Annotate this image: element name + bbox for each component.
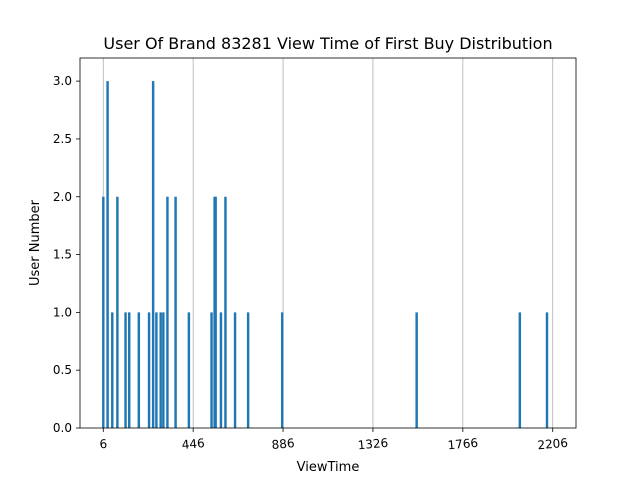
- y-axis-label: User Number: [28, 199, 43, 286]
- y-tick-label: 1.0: [53, 305, 72, 319]
- bar: [224, 196, 227, 428]
- bar: [102, 196, 105, 428]
- bar: [116, 196, 119, 428]
- bar: [545, 312, 549, 428]
- axes-frame: [79, 57, 577, 429]
- x-tick-label: 446: [181, 436, 205, 452]
- x-axis-ticks: 6 446 886 1326 1766 2206: [99, 428, 569, 452]
- y-tick-label: 2.5: [53, 132, 72, 146]
- y-tick-label: 3.0: [53, 74, 72, 88]
- bar: [518, 312, 522, 428]
- bar: [233, 312, 237, 428]
- y-tick-label: 2.0: [53, 190, 72, 204]
- bar: [166, 196, 169, 428]
- y-tick-label: 1.5: [53, 248, 72, 262]
- bar: [106, 81, 109, 428]
- bar: [137, 312, 141, 428]
- axes: [79, 57, 577, 429]
- x-tick-label: 2206: [537, 436, 569, 453]
- x-tick-label: 886: [271, 436, 295, 452]
- bar: [415, 312, 418, 428]
- bar: [246, 312, 250, 428]
- x-axis-label: ViewTime: [297, 460, 360, 475]
- bar: [210, 312, 213, 428]
- y-tick-label: 0.5: [53, 363, 72, 377]
- bar: [147, 312, 151, 428]
- bars: [102, 81, 549, 428]
- bar: [281, 312, 284, 428]
- bar: [124, 312, 127, 428]
- y-tick-label: 0.0: [53, 421, 72, 435]
- x-tick-label: 1326: [357, 436, 389, 453]
- chart-title: User Of Brand 83281 View Time of First B…: [103, 34, 552, 53]
- y-axis-ticks: 0.0 0.5 1.0 1.5 2.0 2.5 3.0: [53, 74, 80, 435]
- bar: [159, 312, 162, 428]
- bar: [219, 312, 223, 428]
- x-tick-label: 1766: [447, 436, 479, 453]
- bar: [214, 196, 217, 428]
- bar: [151, 81, 155, 428]
- bar: [128, 312, 131, 428]
- bar: [155, 312, 158, 428]
- bar: [174, 196, 177, 428]
- bar: [111, 312, 114, 428]
- bar: [187, 312, 191, 428]
- bar: [162, 312, 165, 428]
- x-tick-label: 6: [99, 437, 108, 452]
